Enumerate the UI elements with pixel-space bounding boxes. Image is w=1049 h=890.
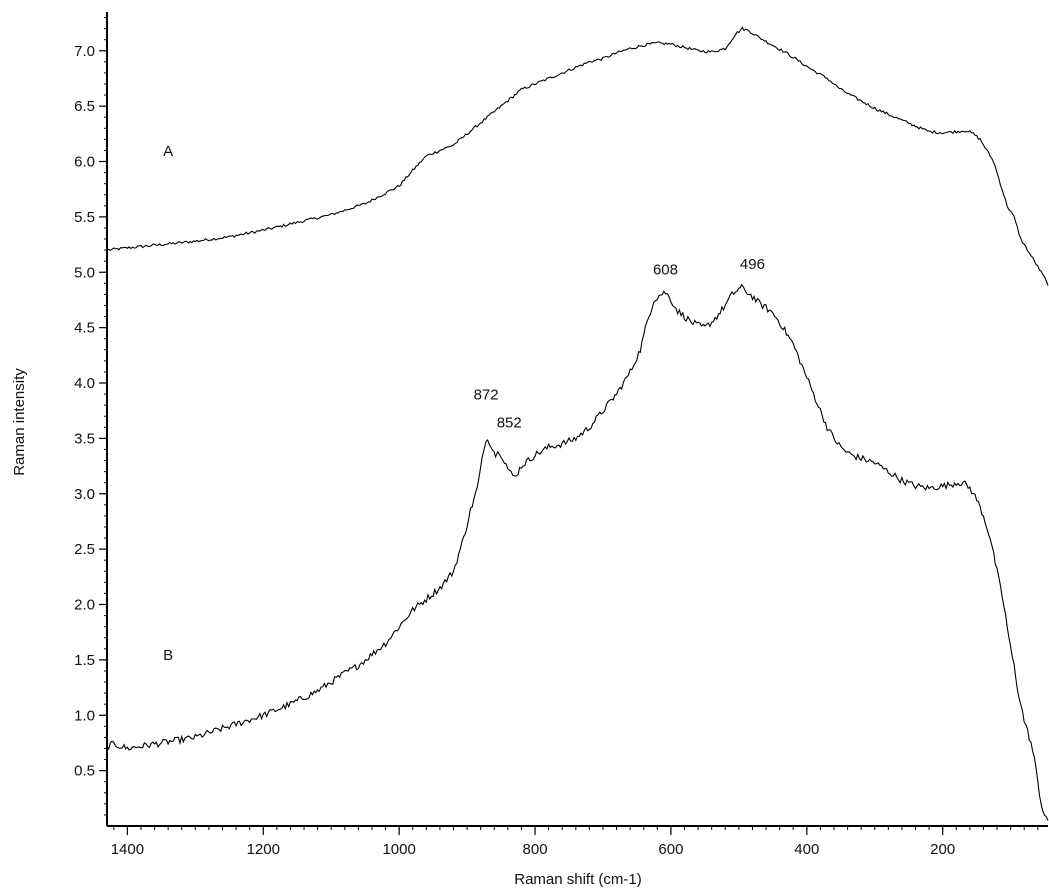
y-tick-label: 4.0 — [74, 375, 95, 392]
annotation-label: 496 — [740, 256, 765, 273]
y-tick-label: 4.5 — [74, 320, 95, 337]
plot-frame — [106, 12, 1048, 827]
series-layer — [106, 26, 1049, 821]
y-axis-ticks: 0.5 1.0 1.5 2.0 2.5 3.0 3.5 4.0 4.5 5.0 5.5 6.0 6.5 7… — [74, 17, 107, 816]
x-tick-label: 400 — [794, 841, 819, 858]
annotation-label: 608 — [653, 261, 678, 278]
x-tick-label: 600 — [658, 841, 683, 858]
annotation-label: 852 — [497, 414, 522, 431]
y-tick-label: 1.5 — [74, 652, 95, 669]
x-tick-label: 1400 — [111, 841, 144, 858]
x-tick-label: 1000 — [382, 841, 415, 858]
y-tick-label: 3.5 — [74, 430, 95, 447]
x-axis-title: Raman shift (cm-1) — [514, 871, 642, 888]
y-tick-label: 3.0 — [74, 486, 95, 503]
annotation-layer: A B 872 852 608 496 — [163, 143, 765, 664]
y-tick-label: 0.5 — [74, 763, 95, 780]
x-axis-ticks: 1400 1200 1000 800 600 400 200 — [111, 826, 1039, 858]
x-tick-label: 200 — [930, 841, 955, 858]
y-tick-label: 1.0 — [74, 707, 95, 724]
y-tick-label: 5.0 — [74, 264, 95, 281]
annotation-label: A — [163, 143, 173, 160]
x-tick-label: 800 — [523, 841, 548, 858]
y-axis-title: Raman intensity — [11, 368, 28, 476]
y-tick-label: 6.0 — [74, 154, 95, 171]
annotation-label: B — [163, 647, 173, 664]
x-tick-label: 1200 — [247, 841, 280, 858]
y-tick-label: 6.5 — [74, 98, 95, 115]
y-tick-label: 2.0 — [74, 597, 95, 614]
annotation-label: 872 — [474, 387, 499, 404]
y-tick-label: 5.5 — [74, 209, 95, 226]
y-tick-label: 7.0 — [74, 43, 95, 60]
series-line-A — [106, 26, 1049, 286]
y-tick-label: 2.5 — [74, 541, 95, 558]
series-line-B — [106, 283, 1049, 821]
